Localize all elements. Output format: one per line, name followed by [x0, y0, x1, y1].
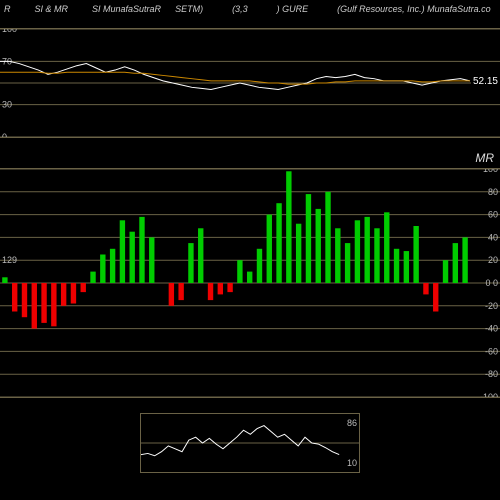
mr-chart: -100 -80 -60 -40 -20 0 0 20 40 60 80 100 129 [0, 169, 500, 397]
svg-text:80: 80 [488, 187, 498, 197]
hdr-0: R [4, 4, 11, 14]
hdr-5: ) GURE [277, 4, 309, 14]
svg-text:-60: -60 [485, 346, 498, 356]
svg-text:30: 30 [2, 100, 12, 110]
svg-text:100: 100 [2, 29, 17, 34]
svg-text:100: 100 [483, 169, 498, 174]
svg-text:40: 40 [488, 232, 498, 242]
mini-top-label: 86 [347, 418, 357, 428]
svg-text:-40: -40 [485, 324, 498, 334]
hdr-4: (3,3 [232, 4, 248, 14]
svg-text:-20: -20 [485, 301, 498, 311]
hdr-6: (Gulf Resources, Inc.) MunafaSutra.co [337, 4, 491, 14]
rsi-chart: 03070100 [0, 29, 500, 137]
svg-text:60: 60 [488, 210, 498, 220]
svg-text:0 0: 0 0 [485, 278, 498, 288]
header-bar: R SI & MR SI MunafaSutraR SETM) (3,3 ) G… [0, 0, 500, 18]
rsi-panel: 03070100 52.15 [0, 28, 500, 138]
svg-text:20: 20 [488, 255, 498, 265]
mini-bottom-label: 10 [347, 458, 357, 468]
svg-text:129: 129 [2, 255, 17, 265]
svg-text:-80: -80 [485, 369, 498, 379]
svg-text:0: 0 [2, 132, 7, 137]
hdr-1: SI & MR [35, 4, 69, 14]
mr-panel: MR -100-80-60-40-200 020406080100129 [0, 168, 500, 398]
rsi-current-value: 52.15 [471, 76, 500, 87]
svg-text:-100: -100 [480, 392, 498, 397]
mr-title: MR [475, 151, 494, 165]
mini-panel: 86 10 [140, 413, 360, 473]
hdr-2: SI MunafaSutraR [92, 4, 161, 14]
hdr-3: SETM) [175, 4, 203, 14]
mini-chart [141, 414, 359, 472]
